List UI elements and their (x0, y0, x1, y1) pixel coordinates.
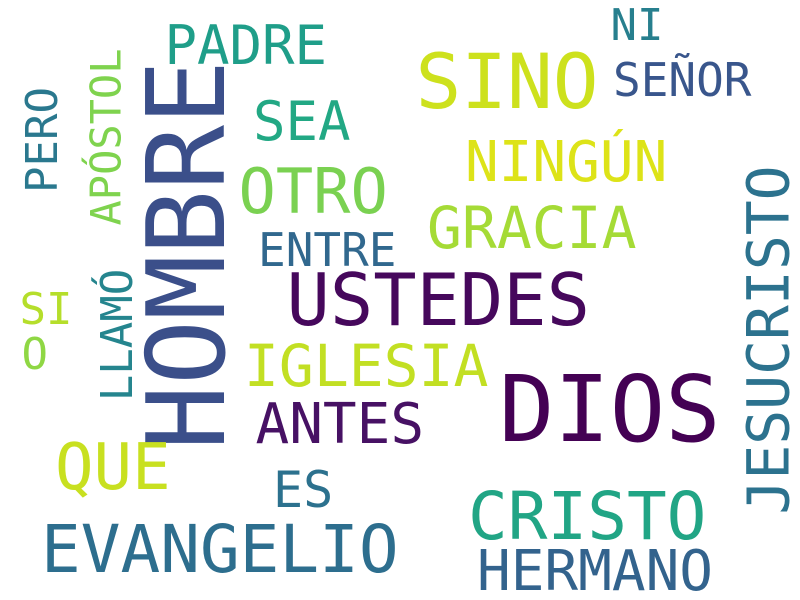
word-apostol: APÓSTOL (81, 48, 131, 226)
word-senor: SEÑOR (613, 53, 752, 107)
word-entre: ENTRE (258, 223, 397, 277)
word-sino: SINO (415, 37, 599, 126)
word-evangelio: EVANGELIO (41, 511, 399, 588)
word-jesucristo: JESUCRISTO (734, 165, 800, 515)
word-si: SI (19, 284, 73, 335)
word-sea: SEA (253, 90, 351, 153)
word-o: O (21, 329, 49, 380)
word-ni: NI (610, 0, 664, 51)
word-es: ES (273, 461, 334, 519)
word-ningun: NINGÚN (465, 130, 668, 195)
word-iglesia: IGLESIA (244, 332, 489, 400)
word-padre: PADRE (164, 14, 328, 77)
word-cristo: CRISTO (468, 478, 707, 555)
word-dios: DIOS (499, 356, 721, 463)
word-otro: OTRO (238, 155, 388, 228)
word-ustedes: USTEDES (286, 258, 590, 342)
word-llamo: LLAMÓ (92, 268, 144, 402)
word-gracia: GRACIA (427, 194, 637, 262)
word-hombre: HOMBRE (125, 59, 251, 451)
word-que: QUE (55, 431, 171, 505)
word-pero: PERO (16, 87, 68, 193)
word-hermano: HERMANO (477, 539, 714, 600)
word-antes: ANTES (255, 392, 425, 457)
